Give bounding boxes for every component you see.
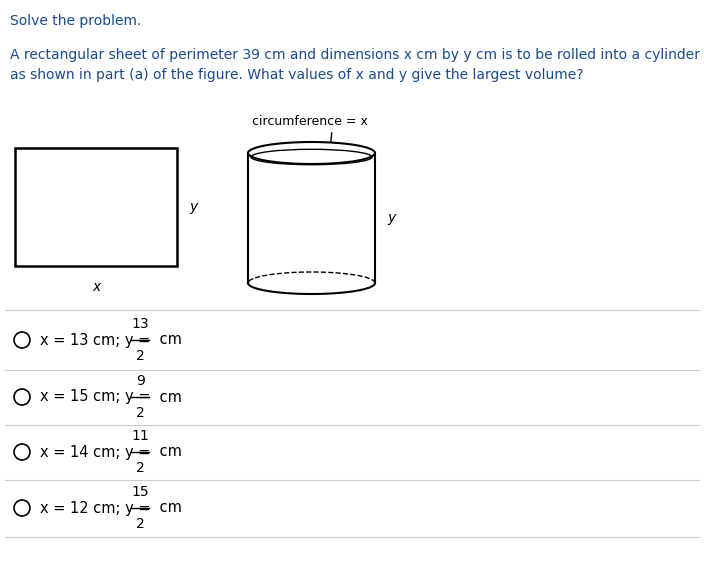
Text: cm: cm	[156, 332, 182, 347]
Text: x = 12 cm; y =: x = 12 cm; y =	[40, 501, 155, 515]
Text: x = 15 cm; y =: x = 15 cm; y =	[40, 389, 155, 405]
Text: A rectangular sheet of perimeter 39 cm and dimensions x cm by y cm is to be roll: A rectangular sheet of perimeter 39 cm a…	[10, 48, 700, 62]
Text: as shown in part (a) of the figure. What values of x and y give the largest volu: as shown in part (a) of the figure. What…	[10, 68, 584, 82]
Text: y: y	[387, 211, 395, 225]
Text: cm: cm	[156, 501, 182, 515]
Text: x: x	[92, 280, 100, 294]
Text: 2: 2	[136, 406, 144, 420]
Text: x = 14 cm; y =: x = 14 cm; y =	[40, 445, 155, 459]
Text: x = 13 cm; y =: x = 13 cm; y =	[40, 332, 155, 347]
Text: cm: cm	[156, 389, 182, 405]
Text: 9: 9	[136, 374, 145, 388]
Text: Solve the problem.: Solve the problem.	[10, 14, 142, 28]
Text: 11: 11	[132, 429, 149, 443]
Text: 13: 13	[132, 317, 149, 331]
Text: 2: 2	[136, 349, 144, 363]
Text: cm: cm	[156, 445, 182, 459]
Bar	[15, 148, 177, 266]
Text: 15: 15	[132, 485, 149, 499]
Text: 2: 2	[136, 517, 144, 531]
Text: circumference = x: circumference = x	[252, 115, 368, 128]
Text: 2: 2	[136, 461, 144, 475]
Bar	[248, 153, 375, 283]
Ellipse shape	[248, 142, 375, 164]
Text: y: y	[189, 200, 197, 214]
